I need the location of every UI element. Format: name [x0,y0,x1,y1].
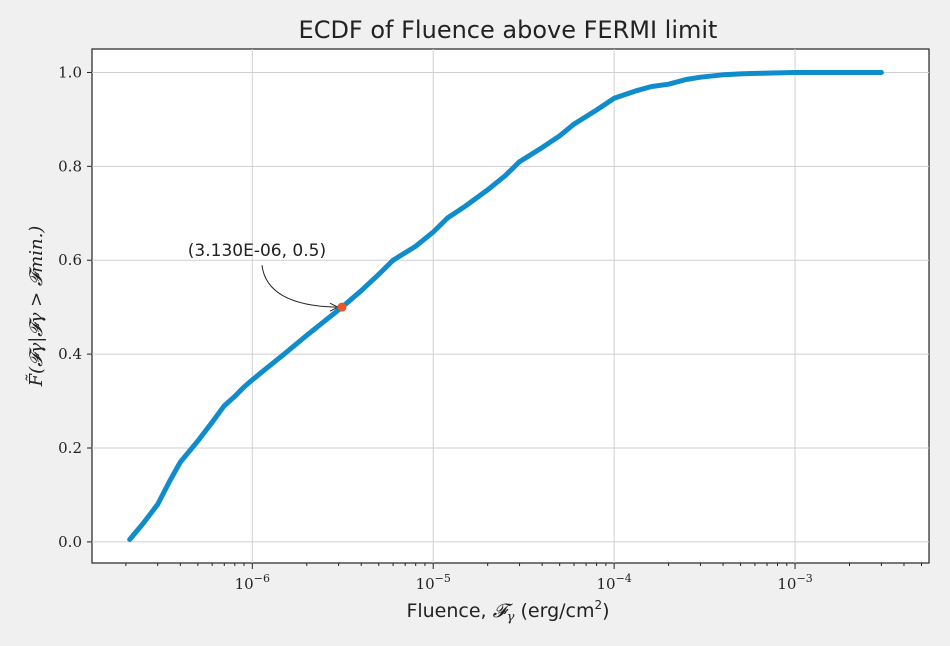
series-layer [127,70,884,542]
grid-lines [92,49,929,563]
x-tick-label: 10−5 [416,572,451,593]
x-tick-label: 10−3 [777,572,812,593]
y-tick-label: 0.6 [58,251,82,269]
y-tick-label: 0.0 [58,533,82,551]
y-tick-label: 0.4 [58,345,82,363]
y-tick-label: 0.2 [58,439,82,457]
x-tick-label: 10−6 [235,572,270,593]
plot-area [91,48,930,564]
annotation-label: (3.130E-06, 0.5) [188,241,326,261]
annotation-layer: (3.130E-06, 0.5) [188,241,347,312]
y-tick-label: 1.0 [58,63,82,81]
axis-ticks: 0.0 0.2 0.4 0.6 0.8 1.0 10−6 10−5 10−4 10−3 [58,63,923,593]
y-axis-label: F̃(𝓕γ|𝓕γ > 𝓕min.) [25,226,47,388]
y-tick-label: 0.8 [58,157,82,175]
x-tick-label: 10−4 [596,572,631,593]
ecdf-line [127,70,884,542]
chart-title: ECDF of Fluence above FERMI limit [299,16,718,44]
annotation-arrow [261,265,336,308]
annotation-marker [337,302,347,312]
x-axis-label: Fluence, 𝓕γ (erg/cm2) [406,598,609,625]
